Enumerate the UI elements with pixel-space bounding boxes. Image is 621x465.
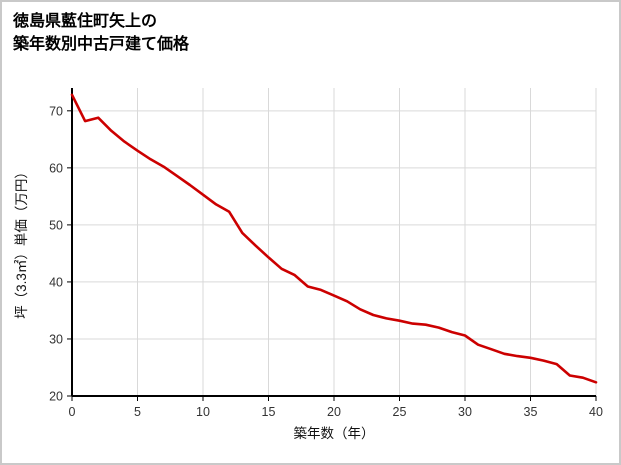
x-axis-title: 築年数（年）	[294, 426, 375, 441]
y-tick-label: 70	[49, 104, 63, 118]
axis-titles: 築年数（年） 坪（3.3㎡）単価（万円）	[14, 165, 375, 441]
gridlines	[72, 88, 597, 396]
y-tick-label: 60	[49, 161, 63, 175]
x-tick-label: 5	[134, 405, 141, 419]
chart-title-line-1: 徳島県藍住町矢上の	[13, 13, 158, 30]
x-tick-label: 20	[327, 405, 341, 419]
x-tick-label: 0	[69, 405, 76, 419]
x-tick-label: 40	[589, 405, 603, 419]
x-tick-label: 35	[524, 405, 538, 419]
y-tick-label: 30	[49, 332, 63, 346]
x-tick-label: 10	[196, 405, 210, 419]
y-tick-label: 20	[49, 390, 63, 404]
chart-title: 徳島県藍住町矢上の 築年数別中古戸建て価格	[13, 10, 189, 56]
y-axis-title: 坪（3.3㎡）単価（万円）	[14, 165, 29, 319]
x-axis-ticks: 0 5 10 15 20 25 30 35 40	[69, 396, 603, 419]
x-tick-label: 30	[458, 405, 472, 419]
price-line-series	[70, 93, 598, 384]
x-tick-label: 15	[262, 405, 276, 419]
y-tick-label: 40	[49, 275, 63, 289]
y-tick-label: 50	[49, 218, 63, 232]
x-tick-label: 25	[393, 405, 407, 419]
chart-title-line-2: 築年数別中古戸建て価格	[13, 36, 190, 54]
y-axis-ticks: 20 30 40 50 60 70	[49, 104, 72, 404]
